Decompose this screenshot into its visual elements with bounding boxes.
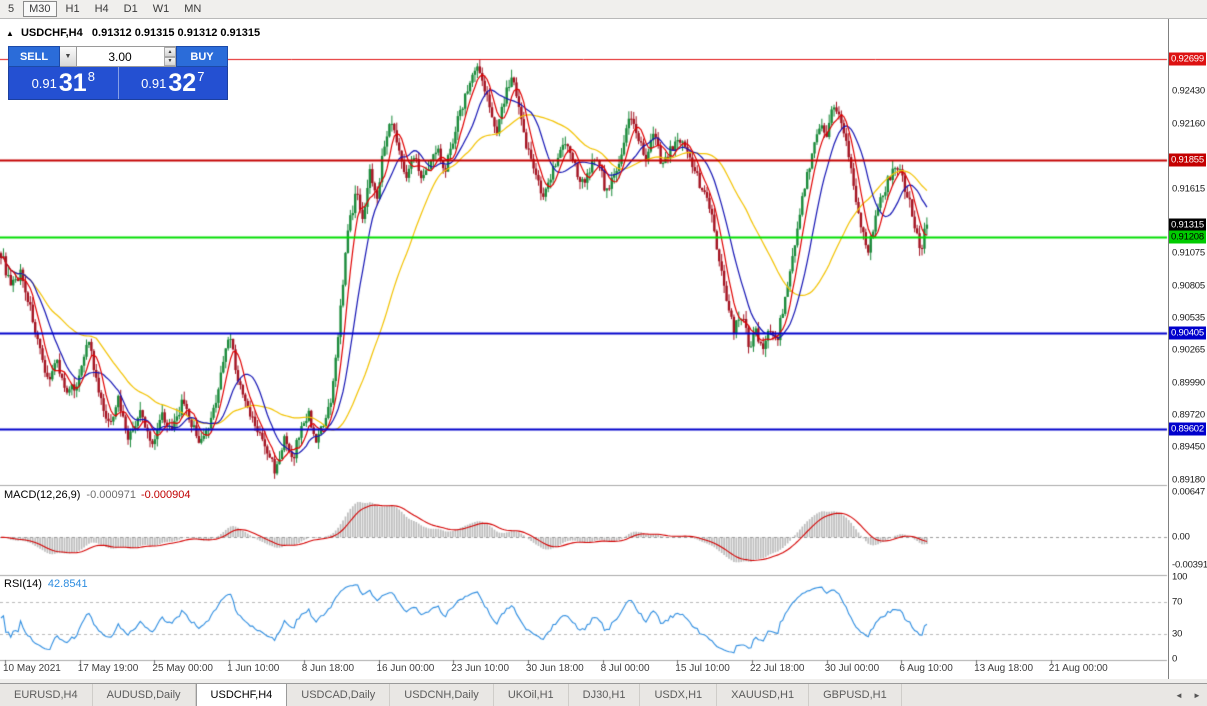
tab-scroll-left-button[interactable]: ◄ xyxy=(1171,687,1187,703)
ohlc-values: 0.91312 0.91315 0.91312 0.91315 xyxy=(91,27,261,39)
bid-prefix: 0.91 xyxy=(31,75,57,91)
axis-separator xyxy=(1168,19,1169,679)
macd-main-value: -0.000971 xyxy=(86,489,136,501)
lot-decrease-button[interactable]: ▼ xyxy=(164,56,176,66)
bid-pipette: 8 xyxy=(87,68,95,84)
tab-scroll-right-button[interactable]: ► xyxy=(1189,687,1205,703)
time-label-23-jun-10-00: 23 Jun 10:00 xyxy=(451,663,510,674)
time-label-10-may-2021: 10 May 2021 xyxy=(3,663,61,674)
macd-tick-0.00647: 0.00647 xyxy=(1172,486,1205,498)
spin-up-icon: ▲ xyxy=(167,48,173,55)
one-click-trading-panel: SELL ▼ ▲ ▼ BUY 0.91 31 xyxy=(8,46,228,100)
price-tick-0.91075: 0.91075 xyxy=(1172,247,1205,259)
chart-tab-eurusd-h4[interactable]: EURUSD,H4 xyxy=(0,684,93,706)
price-tick-0.89180: 0.89180 xyxy=(1172,474,1205,486)
chart-tab-bar: EURUSD,H4 AUDUSD,Daily USDCHF,H4 USDCAD,Dai… xyxy=(0,683,1207,706)
timeframe-button-h1[interactable]: H1 xyxy=(65,3,80,15)
time-label-8-jul-00-00: 8 Jul 00:00 xyxy=(600,663,650,674)
rsi-tick-100: 100 xyxy=(1172,571,1188,583)
chevron-down-icon: ▼ xyxy=(64,53,72,60)
chart-tab-ukoil-h1[interactable]: UKOil,H1 xyxy=(494,684,569,706)
time-label-13-aug-18-00: 13 Aug 18:00 xyxy=(974,663,1034,674)
time-label-30-jul-00-00: 30 Jul 00:00 xyxy=(824,663,880,674)
chart-tab-audusd-daily[interactable]: AUDUSD,Daily xyxy=(93,684,196,706)
ask-big-digits: 32 xyxy=(168,69,197,97)
time-label-17-may-19-00: 17 May 19:00 xyxy=(77,663,139,674)
price-tick-0.90535: 0.90535 xyxy=(1172,312,1205,324)
bid-price[interactable]: 0.91 31 8 xyxy=(9,67,119,99)
timeframe-toolbar: 5 M30 H1 H4 D1 W1 MN xyxy=(0,0,1207,19)
arrow-left-icon: ◄ xyxy=(1175,690,1183,700)
price-marker-0.91208: 0.91208 xyxy=(1169,230,1206,244)
rsi-tick-70: 70 xyxy=(1172,596,1183,608)
price-marker-0.92699: 0.92699 xyxy=(1169,52,1206,66)
lot-size-input[interactable] xyxy=(77,47,176,66)
time-label-16-jun-00-00: 16 Jun 00:00 xyxy=(376,663,435,674)
timeframe-button-mn[interactable]: MN xyxy=(184,3,202,15)
rsi-tick-0: 0 xyxy=(1172,653,1178,665)
macd-tick--0.00391: -0.00391 xyxy=(1172,559,1207,571)
macd-tick-0.00: 0.00 xyxy=(1172,531,1190,543)
ask-price[interactable]: 0.91 32 7 xyxy=(119,67,228,99)
lot-dropdown-button[interactable]: ▼ xyxy=(60,46,77,67)
price-axis[interactable]: 0.92430 0.92160 0.91615 0.91075 0.90805 0.905… xyxy=(1169,19,1207,679)
ask-prefix: 0.91 xyxy=(141,75,167,91)
time-label-15-jul-10-00: 15 Jul 10:00 xyxy=(675,663,730,674)
price-tick-0.90805: 0.90805 xyxy=(1172,280,1205,292)
timeframe-button-m30[interactable]: M30 xyxy=(23,1,57,17)
rsi-name: RSI(14) xyxy=(4,578,42,590)
price-tick-0.89990: 0.89990 xyxy=(1172,377,1205,389)
price-tick-0.92430: 0.92430 xyxy=(1172,85,1205,97)
price-tick-0.89450: 0.89450 xyxy=(1172,441,1205,453)
timeframe-button-h4[interactable]: H4 xyxy=(94,3,109,15)
macd-name: MACD(12,26,9) xyxy=(4,489,81,501)
time-label-8-jun-18-00: 8 Jun 18:00 xyxy=(301,663,355,674)
price-marker-0.90405: 0.90405 xyxy=(1169,326,1206,340)
rsi-tick-30: 30 xyxy=(1172,628,1183,640)
timeframe-button-d1[interactable]: D1 xyxy=(123,3,138,15)
buy-button[interactable]: BUY xyxy=(176,46,228,67)
rsi-label: RSI(14) 42.8541 xyxy=(4,578,88,590)
symbol-period-label: USDCHF,H4 xyxy=(20,27,83,39)
macd-signal-value: -0.000904 xyxy=(140,489,191,501)
time-axis[interactable]: 10 May 2021 17 May 19:00 25 May 00:00 1 Jun… xyxy=(0,660,1168,678)
time-label-1-jun-10-00: 1 Jun 10:00 xyxy=(227,663,280,674)
time-label-6-aug-10-00: 6 Aug 10:00 xyxy=(899,663,953,674)
chart-title: ▲ USDCHF,H4 0.91312 0.91315 0.91312 0.91… xyxy=(6,27,260,39)
timeframe-button-w1[interactable]: W1 xyxy=(152,3,170,15)
timeframe-button-5[interactable]: 5 xyxy=(8,3,15,15)
chart-canvas[interactable] xyxy=(0,19,1168,679)
rsi-value: 42.8541 xyxy=(47,578,88,590)
chart-tab-usdx-h1[interactable]: USDX,H1 xyxy=(640,684,718,706)
sell-button[interactable]: SELL xyxy=(8,46,60,67)
price-marker-0.91315: 0.91315 xyxy=(1169,218,1206,232)
ask-pipette: 7 xyxy=(197,68,205,84)
lot-increase-button[interactable]: ▲ xyxy=(164,47,176,57)
chart-tab-gbpusd-h1[interactable]: GBPUSD,H1 xyxy=(809,684,902,706)
price-tick-0.90265: 0.90265 xyxy=(1172,344,1205,356)
time-label-21-aug-00-00: 21 Aug 00:00 xyxy=(1048,663,1108,674)
chart-tab-usdchf-h4[interactable]: USDCHF,H4 xyxy=(195,683,288,706)
bid-big-digits: 31 xyxy=(58,69,87,97)
chart-tab-xauusd-h1[interactable]: XAUUSD,H1 xyxy=(717,684,810,706)
bottom-strip xyxy=(0,679,1207,683)
time-label-22-jul-18-00: 22 Jul 18:00 xyxy=(750,663,805,674)
collapse-icon[interactable]: ▲ xyxy=(6,29,14,38)
price-tick-0.89720: 0.89720 xyxy=(1172,409,1205,421)
chart-tab-usdcad-daily[interactable]: USDCAD,Daily xyxy=(287,684,391,706)
spin-down-icon: ▼ xyxy=(167,58,173,65)
time-label-25-may-00-00: 25 May 00:00 xyxy=(152,663,213,674)
macd-label: MACD(12,26,9) -0.000971 -0.000904 xyxy=(4,489,191,501)
time-label-30-jun-18-00: 30 Jun 18:00 xyxy=(525,663,584,674)
arrow-right-icon: ► xyxy=(1193,690,1201,700)
price-marker-0.89602: 0.89602 xyxy=(1169,422,1206,436)
price-marker-0.91855: 0.91855 xyxy=(1169,153,1206,167)
chart-tab-usdcnh-daily[interactable]: USDCNH,Daily xyxy=(390,684,494,706)
price-tick-0.91615: 0.91615 xyxy=(1172,183,1205,195)
chart-tab-dj30-h1[interactable]: DJ30,H1 xyxy=(569,684,641,706)
price-tick-0.92160: 0.92160 xyxy=(1172,118,1205,130)
